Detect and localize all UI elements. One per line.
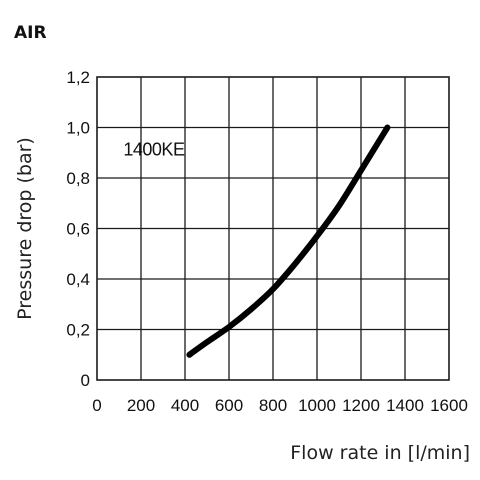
y-tick-label: 0,8 xyxy=(66,169,90,188)
chart-heading: AIR xyxy=(14,23,47,43)
x-tick-label: 1200 xyxy=(342,396,380,415)
y-tick-label: 1,0 xyxy=(66,119,90,138)
x-tick-label: 1400 xyxy=(386,396,424,415)
x-tick-label: 600 xyxy=(215,396,243,415)
series-layer xyxy=(186,124,391,358)
grid xyxy=(97,77,449,380)
y-tick-label: 0,6 xyxy=(66,220,90,239)
y-tick-label: 0,4 xyxy=(66,270,90,289)
x-tick-label: 800 xyxy=(259,396,287,415)
tick-labels: 0 200 400 600 800 1000 1200 1400 1600 0 0,2 0,4 0,6 0… xyxy=(66,68,468,415)
x-tick-label: 200 xyxy=(127,396,155,415)
y-tick-label: 1,2 xyxy=(66,68,90,87)
series-annotation: 1400KE xyxy=(123,139,185,159)
x-tick-label: 1600 xyxy=(430,396,468,415)
y-tick-label: 0,2 xyxy=(66,321,90,340)
y-tick-label: 0 xyxy=(81,371,90,390)
x-tick-label: 1000 xyxy=(298,396,336,415)
series-line xyxy=(186,124,391,358)
annotations: 1400KE xyxy=(123,139,185,159)
x-axis-title: Flow rate in [l/min] xyxy=(290,442,470,464)
x-tick-label: 0 xyxy=(92,396,101,415)
y-axis-title: Pressure drop (bar) xyxy=(14,137,36,320)
plot-frame xyxy=(96,76,450,381)
x-tick-label: 400 xyxy=(171,396,199,415)
